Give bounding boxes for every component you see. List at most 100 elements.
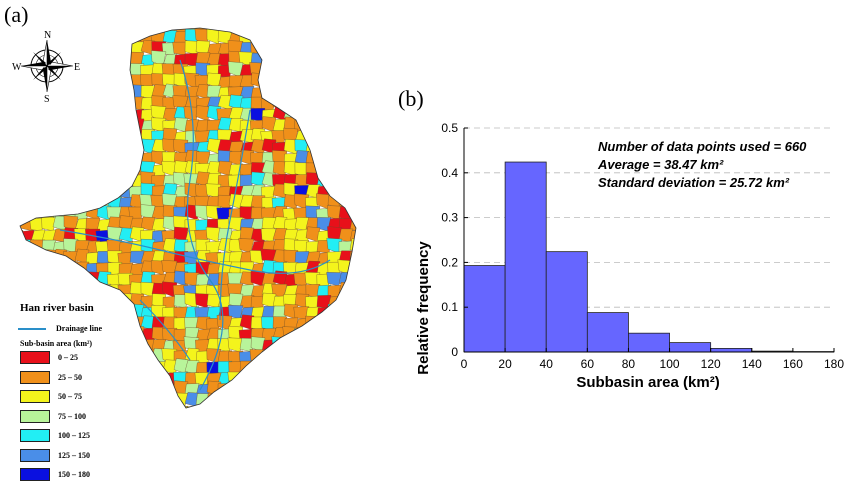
subbasin-patch [327,304,343,320]
subbasin-patch [240,415,254,429]
subbasin-patch [118,84,134,100]
subbasin-patch [316,108,332,122]
subbasin-patch [117,118,134,133]
x-tick-label: 60 [581,357,595,371]
subbasin-patch [85,284,101,298]
subbasin-patch [74,119,90,133]
histogram-bar [628,332,670,353]
subbasin-patch [305,41,321,56]
subbasin-patch [304,118,321,133]
subbasin-patch [283,84,299,100]
subbasin-patch [41,28,57,34]
subbasin-patch [316,315,332,331]
subbasin-patch [360,129,375,143]
subbasin-patch [261,414,276,429]
subbasin-patch [272,28,288,34]
subbasin-patch [107,29,123,45]
subbasin-patch [74,174,90,188]
subbasin-patch [52,117,68,133]
x-tick-label: 0 [461,357,468,371]
subbasin-patch [194,405,211,408]
subbasin-patch [85,51,101,67]
subbasin-patch [20,52,24,67]
subbasin-patch [41,185,57,199]
subbasin-patch [20,130,24,144]
subbasin-patch [361,340,375,352]
subbasin-patch [20,74,35,89]
y-tick-label: 0 [451,345,458,359]
subbasin-patch [272,347,288,364]
subbasin-patch [349,119,356,133]
subbasin-patch [117,29,134,45]
subbasin-patch [20,174,35,188]
subbasin-patch [305,64,321,78]
subbasin-patch [29,151,46,166]
subbasin-patch [63,51,79,67]
subbasin-patch [361,240,375,253]
subbasin-patch [338,402,354,408]
subbasin-patch [30,85,46,100]
subbasin-patch [20,141,35,155]
subbasin-patch [20,29,35,45]
subbasin-patch [327,162,343,177]
subbasin-patch [338,84,354,100]
subbasin-patch [96,108,112,122]
subbasin-patch [174,417,188,429]
subbasin-patch [283,97,299,111]
subbasin-patch [283,405,299,408]
subbasin-patch [273,417,287,429]
subbasin-patch [107,140,123,155]
subbasin-patch [349,151,356,166]
subbasin-patch [20,185,24,199]
subbasin-patch [74,151,90,166]
legend-class-label: 125 – 150 [58,450,90,460]
subbasin-patch [41,97,57,111]
subbasin-patch [129,28,145,34]
subbasin-patch [338,130,354,144]
subbasin-patch [74,196,90,210]
subbasin-patch [261,31,277,45]
subbasin-patch [52,106,68,122]
subbasin-patch [349,404,356,408]
subbasin-patch [63,183,79,199]
subbasin-patch [107,173,123,188]
subbasin-patch [360,351,375,363]
subbasin-patch [96,140,112,155]
subbasin-patch [327,404,343,408]
subbasin-patch [349,108,356,122]
subbasin-patch [305,394,321,408]
legend-subbasin-title: Sub-basin area (km²) [20,339,93,348]
subbasin-patch [118,95,134,111]
subbasin-patch [84,151,101,166]
subbasin-patch [162,405,178,408]
subbasin-patch [338,293,354,309]
subbasin-patch [316,52,332,67]
legend-swatch [20,351,50,365]
subbasin-patch [305,361,321,375]
subbasin-patch [96,85,112,100]
subbasin-patch [317,416,331,429]
subbasin-patch [30,174,46,188]
subbasin-patch [20,107,24,122]
subbasin-patch [361,31,375,44]
subbasin-patch [20,249,35,265]
subbasin-patch [316,119,332,133]
subbasin-patch [316,306,332,320]
subbasin-patch [348,30,356,45]
subbasin-patch [41,272,57,287]
subbasin-patch [74,74,90,89]
subbasin-patch [62,116,79,133]
subbasin-patch [20,64,24,78]
subbasin-patch [74,282,90,298]
subbasin-patch [63,282,79,298]
subbasin-patch [238,394,255,408]
subbasin-patch [20,151,35,166]
subbasin-patch [261,403,277,408]
subbasin-patch [20,130,35,144]
subbasin-patch [41,61,57,78]
subbasin-patch [294,338,310,353]
subbasin-patch [294,405,310,408]
subbasin-patch [20,193,35,210]
subbasin-patch [20,240,24,254]
subbasin-patch [306,417,320,429]
